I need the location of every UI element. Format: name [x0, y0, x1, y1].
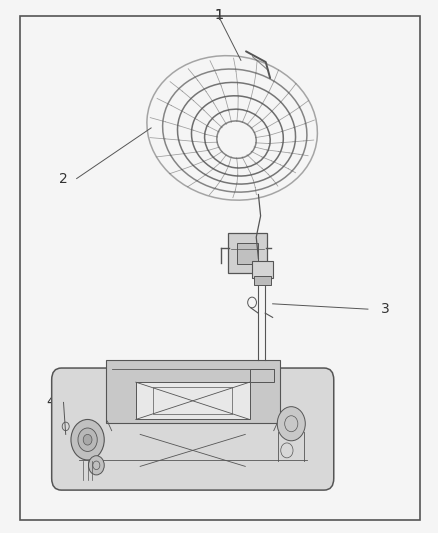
Circle shape	[277, 407, 305, 441]
Text: 4: 4	[46, 395, 55, 409]
FancyBboxPatch shape	[228, 233, 267, 273]
Text: 3: 3	[381, 302, 390, 316]
Text: 2: 2	[59, 172, 68, 185]
Circle shape	[83, 434, 92, 445]
Circle shape	[71, 419, 104, 460]
Circle shape	[78, 428, 97, 451]
Ellipse shape	[162, 69, 307, 192]
Bar	[136, 382, 250, 419]
FancyBboxPatch shape	[106, 360, 280, 423]
FancyBboxPatch shape	[52, 368, 334, 490]
Bar	[153, 387, 232, 414]
Text: 1: 1	[215, 8, 223, 22]
Ellipse shape	[217, 121, 256, 158]
FancyBboxPatch shape	[237, 243, 258, 264]
FancyBboxPatch shape	[252, 261, 273, 278]
Ellipse shape	[205, 109, 270, 168]
FancyBboxPatch shape	[254, 276, 271, 285]
Ellipse shape	[147, 55, 318, 200]
Ellipse shape	[191, 96, 283, 176]
Text: 1: 1	[215, 8, 223, 22]
Circle shape	[88, 456, 104, 475]
Ellipse shape	[177, 83, 296, 184]
FancyBboxPatch shape	[250, 369, 273, 382]
